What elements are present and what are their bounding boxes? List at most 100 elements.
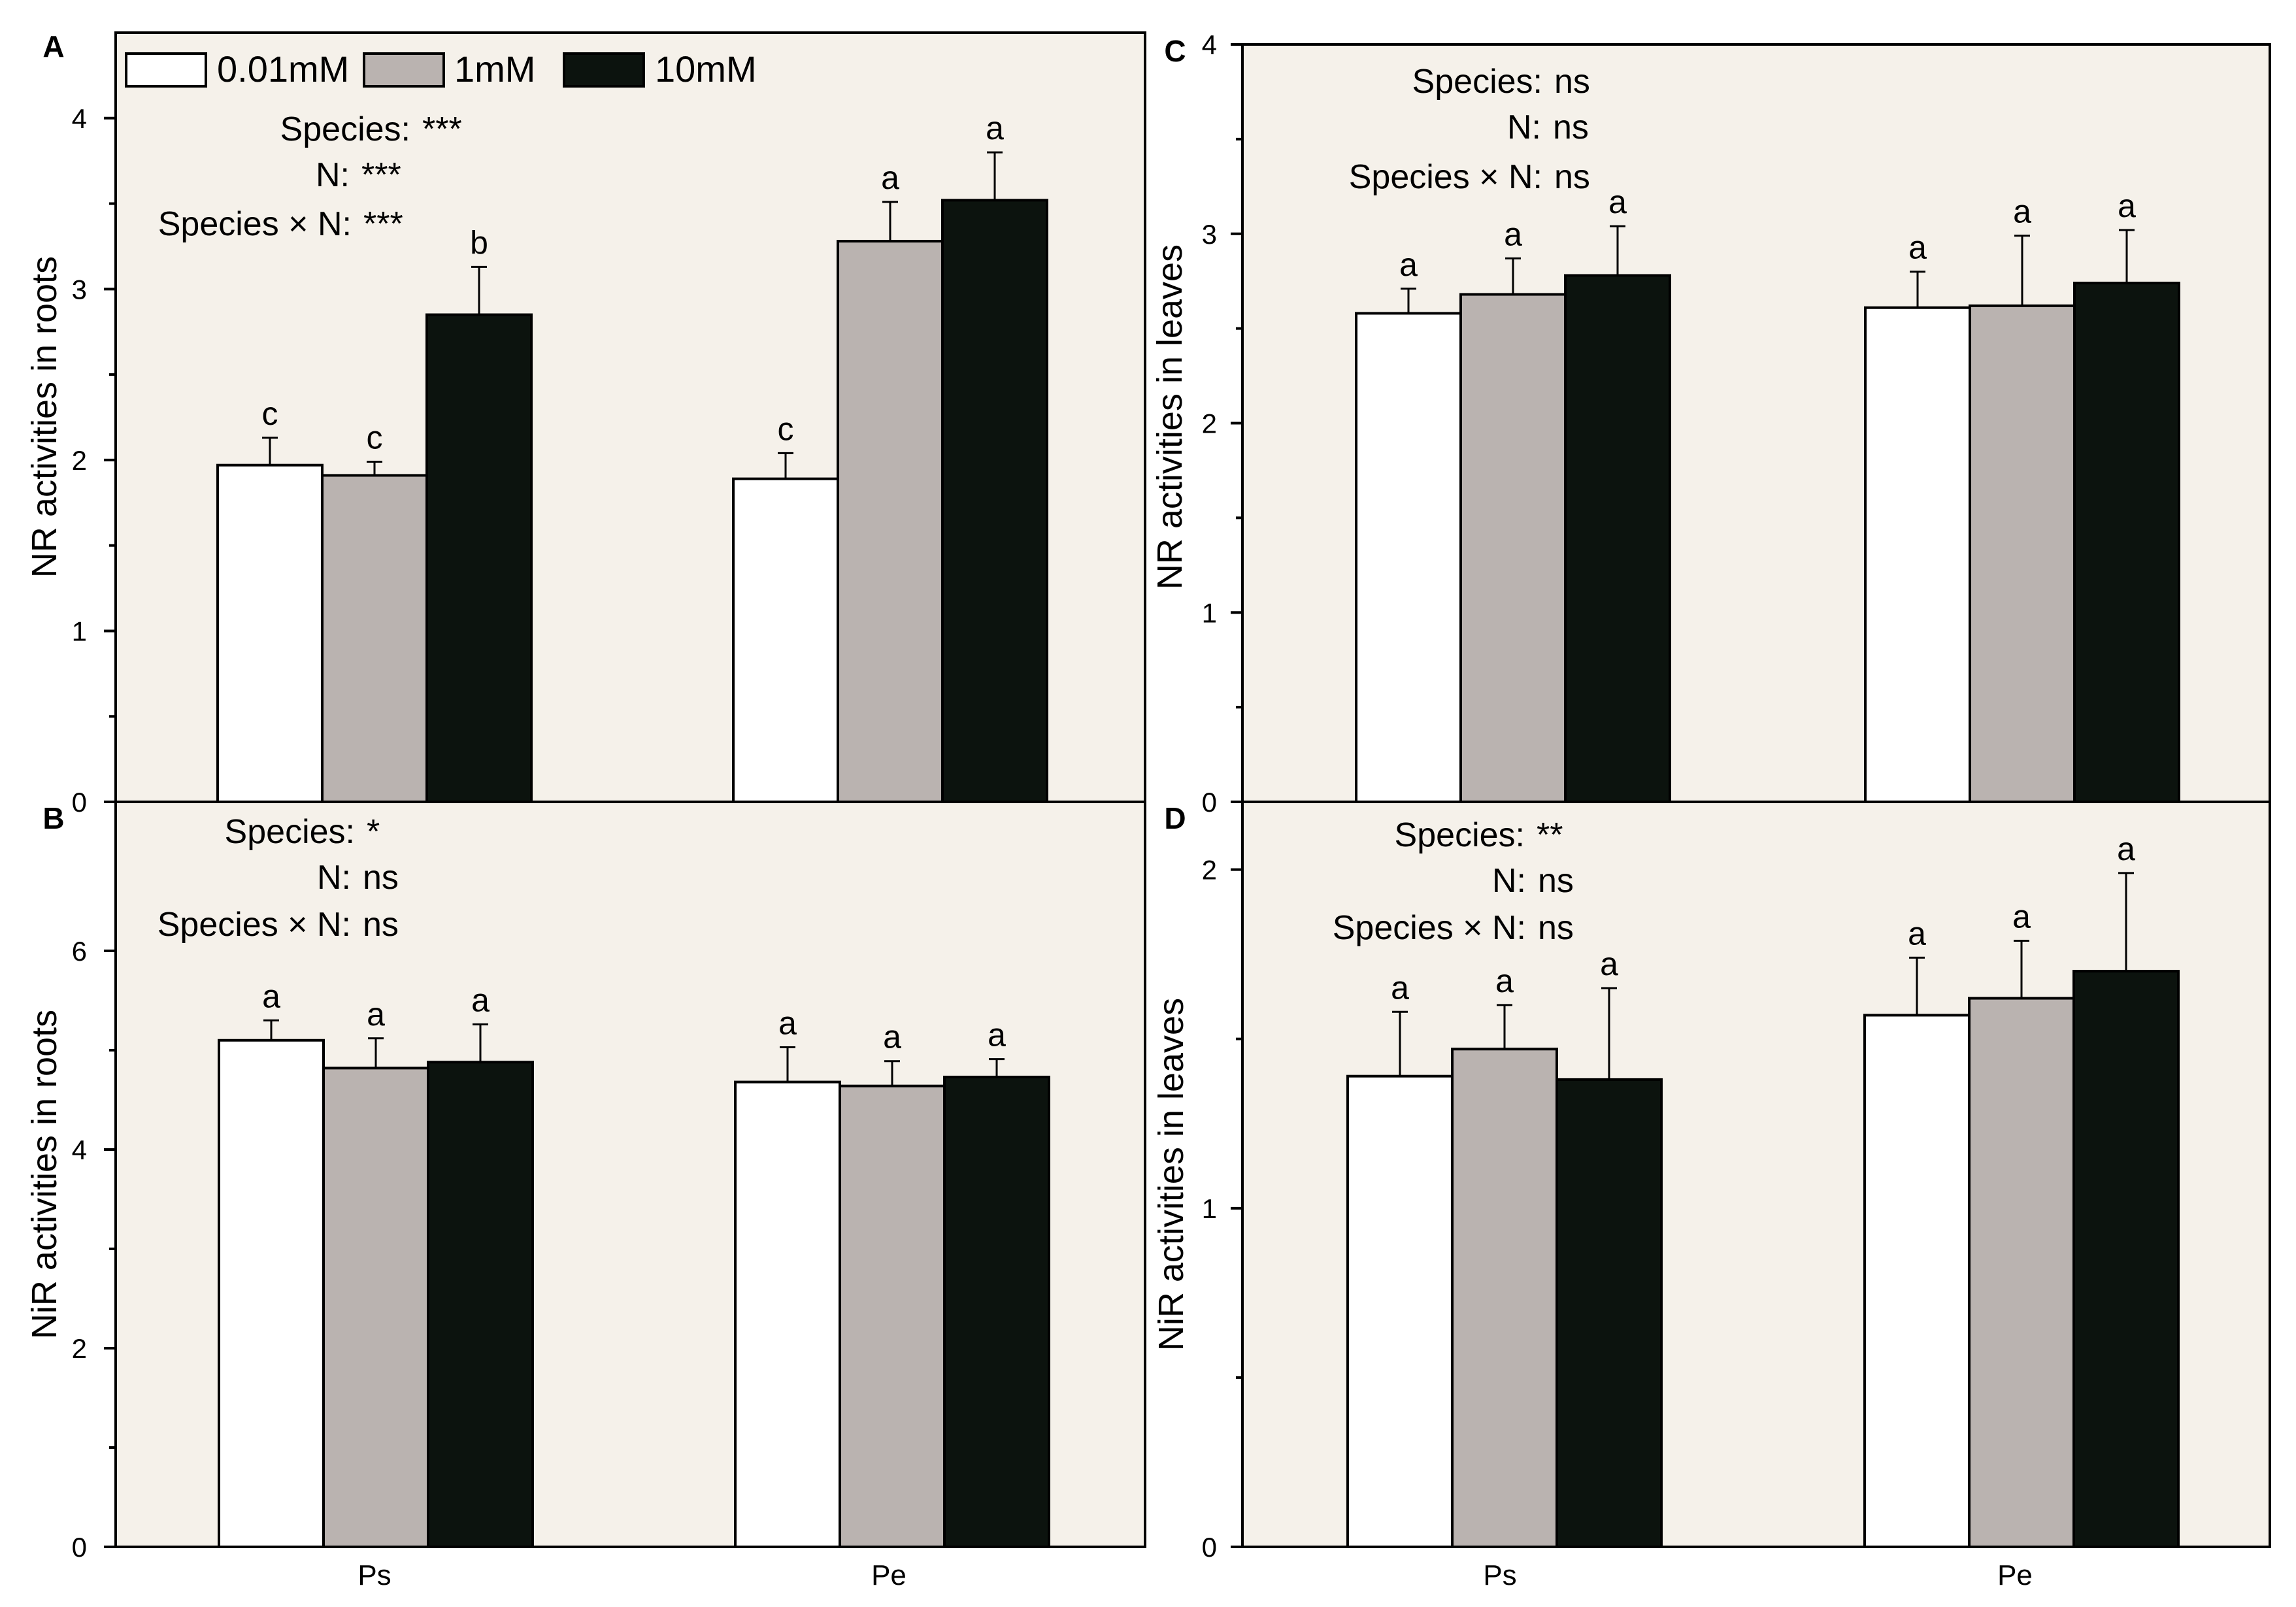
anova-term-0: Species: <box>1412 63 1542 101</box>
y-axis-label-d: NiR activities in leaves <box>1152 998 1191 1351</box>
bar-pe-1mM <box>837 240 944 803</box>
bar-ps-0.01mM <box>1346 1074 1454 1548</box>
legend-swatch-1mM <box>363 52 445 88</box>
anova-term-1: N: <box>317 859 351 897</box>
panel-c: 0 1 2 3 4 a a a a a a Species: ns N: ns Species × N: n… <box>1150 29 2271 818</box>
anova-sig-2: ns <box>363 906 399 944</box>
significance-letter-pe-10mM: a <box>2118 188 2136 224</box>
significance-letter-ps-1mM: c <box>367 420 383 456</box>
significance-letter-ps-10mM: a <box>471 982 490 1018</box>
bar-pe-0.01mM <box>732 477 839 803</box>
panel-label-a: A <box>42 29 64 63</box>
anova-sig-0: *** <box>422 110 462 148</box>
x-tick-label-pe-left: Pe <box>871 1559 907 1591</box>
anova-text-a: Species: ***N: ***Species × N: *** <box>158 110 462 243</box>
significance-letter-ps-1mM: a <box>1495 963 1514 999</box>
significance-letter-ps-1mM: a <box>1504 216 1522 252</box>
significance-letter-ps-0.01mM: c <box>262 395 278 432</box>
x-tick-label-ps-right: Ps <box>1483 1559 1516 1591</box>
y-tick-label-0: 0 <box>72 787 87 818</box>
anova-sig-0: ** <box>1537 816 1563 854</box>
anova-sig-1: *** <box>361 156 401 194</box>
anova-term-1: N: <box>316 156 350 194</box>
anova-term-1: N: <box>1507 108 1541 146</box>
y-tick-label-1: 1 <box>72 616 87 646</box>
significance-letter-pe-1mM: a <box>2013 193 2031 230</box>
anova-text-b: Species: * N: ns Species × N: ns <box>158 813 399 944</box>
bars-b: a a a a a a <box>218 978 1050 1549</box>
bar-ps-0.01mM <box>1355 312 1462 803</box>
significance-letter-ps-10mM: a <box>1600 946 1618 982</box>
x-tick-label-ps-left: Ps <box>358 1559 391 1591</box>
bar-pe-0.01mM <box>1864 306 1971 803</box>
bar-pe-0.01mM <box>734 1080 841 1548</box>
bar-ps-1mM <box>321 474 428 803</box>
bar-ps-10mM <box>427 1061 534 1548</box>
significance-letter-pe-0.01mM: a <box>1908 229 1927 266</box>
significance-letter-pe-0.01mM: a <box>778 1004 797 1041</box>
anova-text-d: Species: ** N: ns Species × N: ns <box>1333 816 1574 947</box>
significance-letter-pe-0.01mM: c <box>778 410 794 447</box>
anova-text-c: Species: ns N: ns Species × N: ns <box>1349 63 1590 196</box>
anova-sig-0: * <box>367 813 380 851</box>
anova-sig-2: ns <box>1538 909 1574 947</box>
anova-sig-1: ns <box>1538 862 1574 900</box>
y-tick-label-2: 2 <box>1202 855 1217 886</box>
y-tick-label-0: 0 <box>1202 787 1217 818</box>
y-tick-label-0: 0 <box>1202 1532 1217 1563</box>
bar-pe-10mM <box>941 199 1048 803</box>
axes-b: 0 2 4 6 <box>72 936 116 1563</box>
significance-letter-ps-10mM: b <box>470 224 488 261</box>
bar-pe-10mM <box>943 1076 1050 1549</box>
bar-ps-0.01mM <box>216 463 324 803</box>
bar-ps-10mM <box>1556 1078 1663 1548</box>
axes-c: 0 1 2 3 4 <box>1202 29 1242 818</box>
panel-label-d: D <box>1164 801 1186 835</box>
y-tick-label-4: 4 <box>1202 29 1217 60</box>
bar-ps-1mM <box>322 1067 429 1548</box>
bar-pe-1mM <box>1968 997 2075 1548</box>
bar-pe-10mM <box>2073 282 2180 803</box>
bar-ps-1mM <box>1451 1048 1558 1548</box>
anova-term-1: N: <box>1492 862 1526 900</box>
significance-letter-pe-10mM: a <box>2117 831 2135 867</box>
bar-ps-10mM <box>1564 274 1671 803</box>
significance-letter-pe-1mM: a <box>881 159 899 196</box>
axes-d: 0 1 2 <box>1202 855 1242 1563</box>
anova-term-2: Species × N: <box>158 205 352 243</box>
legend-swatch-10mM <box>563 52 645 88</box>
anova-sig-1: ns <box>363 859 399 897</box>
bar-pe-1mM <box>839 1084 946 1548</box>
y-tick-label-3: 3 <box>72 274 87 305</box>
anova-term-2: Species × N: <box>1333 909 1526 947</box>
y-tick-label-1: 1 <box>1202 1193 1217 1224</box>
y-tick-label-4: 4 <box>72 103 87 134</box>
y-tick-label-3: 3 <box>1202 219 1217 250</box>
bars-c: a a a a a a <box>1355 184 2180 804</box>
x-tick-label-pe-right: Pe <box>1997 1559 2033 1591</box>
axes-a: 0 1 2 3 4 <box>72 103 116 818</box>
y-axis-label-b: NiR activities in roots <box>25 1010 64 1339</box>
legend-label-1mM: 1mM <box>454 48 535 90</box>
bar-ps-10mM <box>425 313 533 804</box>
panel-label-c: C <box>1164 34 1186 68</box>
legend-swatch-0.01mM <box>125 52 207 88</box>
y-axis-label-c: NR activities in leaves <box>1150 244 1190 589</box>
significance-letter-ps-10mM: a <box>1608 184 1627 220</box>
anova-term-0: Species: <box>1395 816 1525 854</box>
significance-letter-pe-0.01mM: a <box>1908 915 1926 952</box>
anova-sig-2: ns <box>1554 158 1590 196</box>
y-tick-label-3: 6 <box>72 936 87 967</box>
significance-letter-pe-1mM: a <box>2012 898 2031 935</box>
anova-sig-1: ns <box>1553 108 1589 146</box>
y-tick-label-2: 4 <box>72 1135 87 1165</box>
significance-letter-ps-1mM: a <box>367 996 385 1033</box>
anova-term-0: Species: <box>280 110 410 148</box>
bar-pe-0.01mM <box>1863 1014 1971 1549</box>
y-tick-label-1: 2 <box>72 1333 87 1364</box>
y-tick-label-2: 2 <box>72 445 87 476</box>
y-tick-label-0: 0 <box>72 1532 87 1563</box>
